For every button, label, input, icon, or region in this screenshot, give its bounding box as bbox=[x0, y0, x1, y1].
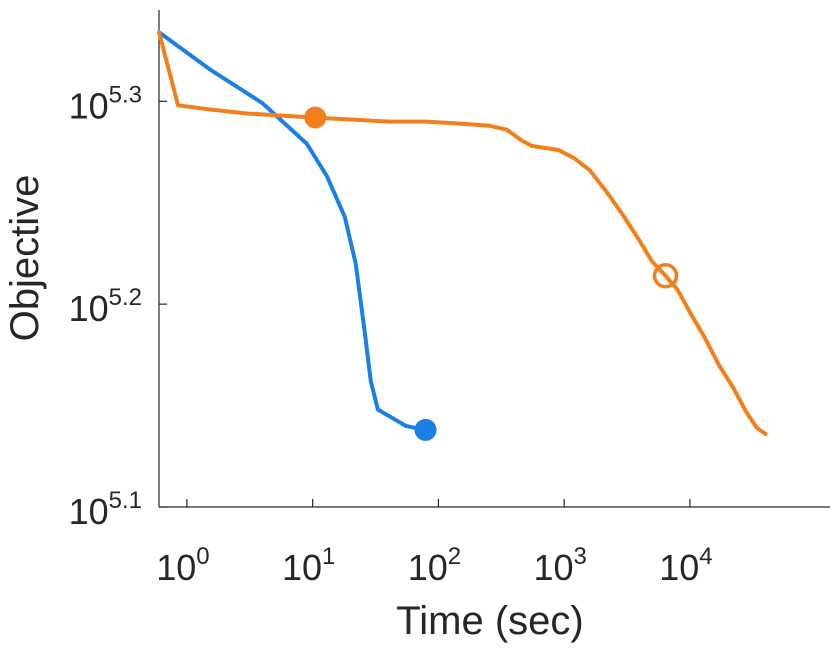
series-layer bbox=[157, 30, 768, 441]
y-tick-label-base: 10 bbox=[69, 288, 109, 329]
y-tick-label-base: 10 bbox=[69, 491, 109, 532]
x-tick-label-base: 10 bbox=[282, 547, 322, 588]
y-tick-label: 105.3 bbox=[69, 81, 142, 126]
y-tick-label: 105.2 bbox=[69, 284, 142, 329]
x-tick-label: 100 bbox=[156, 543, 209, 588]
y-axis-label: Objective bbox=[3, 175, 47, 342]
series-1-marker-filled bbox=[414, 418, 437, 441]
x-tick-label-exponent: 4 bbox=[699, 543, 712, 570]
series-2-line bbox=[157, 30, 768, 436]
x-tick-label: 103 bbox=[533, 543, 586, 588]
axes bbox=[158, 10, 830, 508]
y-tick-label-exponent: 5.3 bbox=[109, 81, 142, 108]
y-tick-label: 105.1 bbox=[69, 487, 142, 532]
x-tick-label: 104 bbox=[659, 543, 712, 588]
y-tick-label-exponent: 5.1 bbox=[109, 487, 142, 514]
x-tick-label-exponent: 0 bbox=[196, 543, 209, 570]
series-1-line bbox=[157, 30, 428, 432]
x-tick-label-exponent: 1 bbox=[322, 543, 335, 570]
x-tick-label: 101 bbox=[282, 543, 335, 588]
x-tick-label-base: 10 bbox=[533, 547, 573, 588]
x-tick-label-base: 10 bbox=[408, 547, 448, 588]
y-tick-label-exponent: 5.2 bbox=[109, 284, 142, 311]
x-axis-label: Time (sec) bbox=[396, 599, 583, 643]
x-tick-label-exponent: 3 bbox=[574, 543, 587, 570]
series-2-marker-filled bbox=[304, 106, 327, 129]
x-tick-label-exponent: 2 bbox=[448, 543, 461, 570]
series-2-marker-open bbox=[652, 262, 679, 289]
x-tick-label: 102 bbox=[408, 543, 461, 588]
y-tick-label-base: 10 bbox=[69, 85, 109, 126]
x-axis-ticks: 100 101 102 103 104 bbox=[156, 499, 713, 588]
x-tick-label-base: 10 bbox=[156, 547, 196, 588]
x-tick-label-base: 10 bbox=[659, 547, 699, 588]
